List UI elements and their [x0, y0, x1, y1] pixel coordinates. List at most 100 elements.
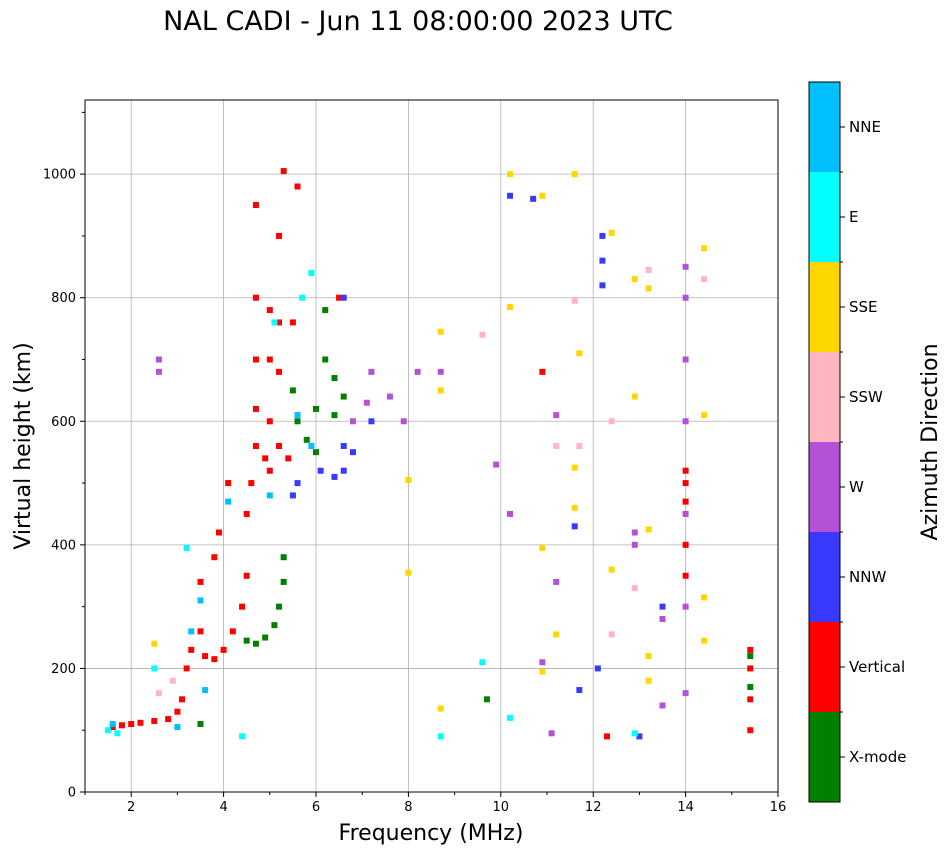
- data-point-vertical: [285, 455, 292, 462]
- data-point-vertical: [225, 480, 232, 487]
- grid-lines: [85, 100, 779, 793]
- data-point-e: [271, 319, 278, 326]
- data-point-nne: [202, 687, 209, 694]
- colorbar-label-nnw: NNW: [849, 568, 886, 586]
- data-point-vertical: [109, 724, 116, 731]
- data-point-sse: [539, 668, 546, 675]
- data-point-nnw: [340, 443, 347, 449]
- data-point-ssw: [553, 443, 560, 449]
- data-point-nnw: [659, 603, 666, 610]
- x-tick-label: 6: [312, 800, 320, 815]
- data-point-vertical: [183, 665, 190, 672]
- data-point-vertical: [604, 733, 611, 740]
- data-point-w: [553, 578, 560, 585]
- data-point-sse: [553, 631, 560, 638]
- colorbar-label-x-mode: X-mode: [849, 748, 906, 766]
- data-point-x-mode: [271, 622, 278, 629]
- data-point-vertical: [248, 480, 255, 487]
- data-point-vertical: [266, 467, 273, 474]
- data-point-w: [414, 368, 421, 375]
- data-point-vertical: [252, 356, 259, 363]
- data-point-sse: [405, 569, 412, 576]
- data-point-vertical: [289, 319, 296, 326]
- data-point-sse: [701, 412, 708, 419]
- data-point-sse: [608, 566, 615, 573]
- data-point-x-mode: [313, 449, 319, 456]
- data-point-w: [682, 356, 689, 363]
- data-point-x-mode: [197, 721, 204, 728]
- data-point-e: [308, 270, 315, 276]
- data-point-vertical: [682, 572, 689, 579]
- y-tick-label: 1000: [43, 168, 76, 183]
- data-point-vertical: [747, 727, 754, 734]
- data-point-vertical: [276, 443, 283, 449]
- colorbar-segment-nnw: [809, 532, 840, 622]
- data-point-nnw: [599, 232, 606, 239]
- data-point-vertical: [262, 455, 269, 462]
- data-point-w: [507, 510, 514, 517]
- data-point-w: [155, 368, 162, 375]
- data-point-w: [548, 730, 555, 737]
- data-point-vertical: [266, 356, 273, 363]
- data-point-nne: [225, 498, 232, 505]
- data-point-x-mode: [331, 375, 338, 382]
- data-point-x-mode: [294, 418, 301, 425]
- data-point-nne: [308, 443, 315, 449]
- data-point-nnw: [340, 467, 347, 474]
- data-point-e: [105, 727, 112, 734]
- data-point-nne: [197, 597, 204, 604]
- data-point-vertical: [747, 646, 754, 653]
- data-point-vertical: [252, 443, 259, 449]
- data-points: [105, 168, 754, 740]
- data-point-x-mode: [483, 696, 490, 703]
- data-point-nnw: [507, 192, 514, 199]
- data-point-vertical: [174, 708, 181, 715]
- data-point-nnw: [294, 480, 301, 487]
- data-point-vertical: [128, 721, 135, 728]
- colorbar-label: Azimuth Direction: [918, 343, 943, 540]
- data-point-w: [400, 418, 407, 425]
- data-point-x-mode: [276, 603, 283, 610]
- data-point-vertical: [220, 646, 227, 653]
- data-point-vertical: [682, 498, 689, 505]
- data-point-vertical: [682, 467, 689, 474]
- data-point-sse: [608, 229, 615, 236]
- data-point-w: [682, 263, 689, 270]
- data-point-e: [183, 544, 190, 551]
- data-point-w: [437, 368, 444, 375]
- colorbar-label-nne: NNE: [849, 118, 881, 136]
- data-point-x-mode: [322, 307, 329, 314]
- data-point-vertical: [202, 653, 209, 660]
- data-point-vertical: [179, 696, 186, 703]
- data-point-w: [631, 529, 638, 536]
- plot-frame: [84, 99, 779, 793]
- data-point-vertical: [211, 554, 218, 561]
- data-point-vertical: [336, 294, 343, 301]
- data-point-sse: [701, 637, 708, 644]
- data-point-x-mode: [313, 405, 319, 412]
- data-point-ssw: [169, 677, 176, 684]
- data-point-e: [437, 733, 444, 740]
- data-point-vertical: [252, 294, 259, 301]
- colorbar-segment-x-mode: [809, 712, 840, 802]
- data-point-sse: [437, 705, 444, 712]
- data-point-x-mode: [322, 356, 329, 363]
- colorbar-segment-ssw: [809, 352, 840, 442]
- data-point-x-mode: [243, 637, 250, 644]
- data-point-vertical: [243, 572, 250, 579]
- data-point-ssw: [155, 690, 162, 697]
- colorbar-label-e: E: [849, 208, 858, 226]
- data-point-e: [151, 665, 158, 672]
- data-point-sse: [507, 303, 514, 310]
- chart-title: NAL CADI - Jun 11 08:00:00 2023 UTC: [163, 6, 673, 37]
- data-point-sse: [571, 171, 578, 178]
- data-point-x-mode: [340, 393, 347, 400]
- data-point-w: [659, 702, 666, 709]
- data-point-vertical: [197, 578, 204, 585]
- y-axis-label: Virtual height (km): [11, 342, 36, 549]
- data-point-sse: [571, 504, 578, 511]
- data-point-sse: [576, 350, 583, 357]
- colorbar-label-vertical: Vertical: [849, 658, 905, 676]
- data-point-nnw: [317, 467, 324, 474]
- data-point-x-mode: [280, 554, 287, 561]
